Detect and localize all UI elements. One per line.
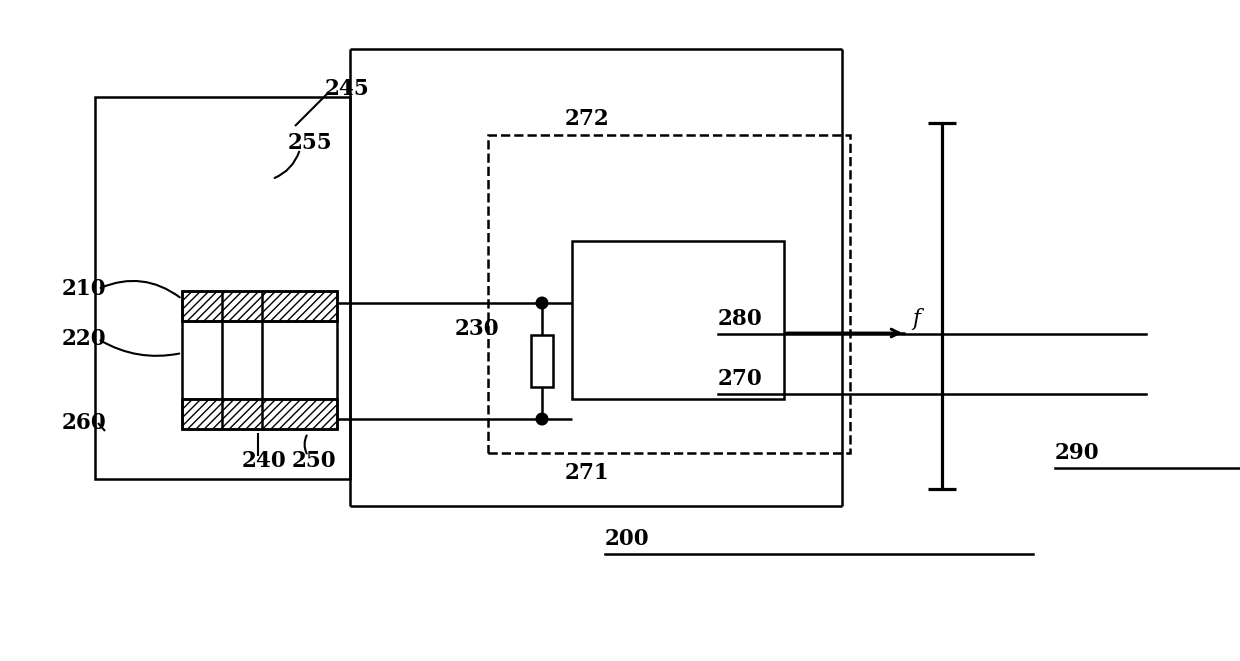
- Text: 200: 200: [605, 528, 650, 550]
- Text: 210: 210: [62, 278, 107, 300]
- Bar: [182, 399, 337, 429]
- Bar: [182, 291, 337, 321]
- Text: 245: 245: [325, 78, 370, 100]
- Bar: [182, 291, 337, 321]
- Text: 271: 271: [565, 462, 610, 484]
- Circle shape: [536, 297, 548, 309]
- Text: 230: 230: [455, 318, 500, 340]
- Circle shape: [536, 413, 548, 425]
- Bar: [182, 399, 337, 429]
- Bar: [182, 399, 337, 429]
- Text: f: f: [911, 308, 920, 330]
- Text: 290: 290: [1055, 442, 1100, 464]
- Text: 220: 220: [62, 328, 107, 350]
- Text: 255: 255: [288, 132, 332, 154]
- Bar: [572, 241, 784, 399]
- Text: 280: 280: [718, 308, 763, 330]
- Text: 272: 272: [565, 108, 610, 130]
- Bar: [95, 97, 350, 479]
- Text: 270: 270: [718, 368, 763, 390]
- Bar: [531, 335, 553, 387]
- Bar: [182, 291, 337, 429]
- Text: 260: 260: [62, 412, 107, 434]
- Text: 250: 250: [291, 450, 336, 472]
- Text: 240: 240: [242, 450, 286, 472]
- Bar: [182, 291, 337, 321]
- Bar: [489, 135, 849, 453]
